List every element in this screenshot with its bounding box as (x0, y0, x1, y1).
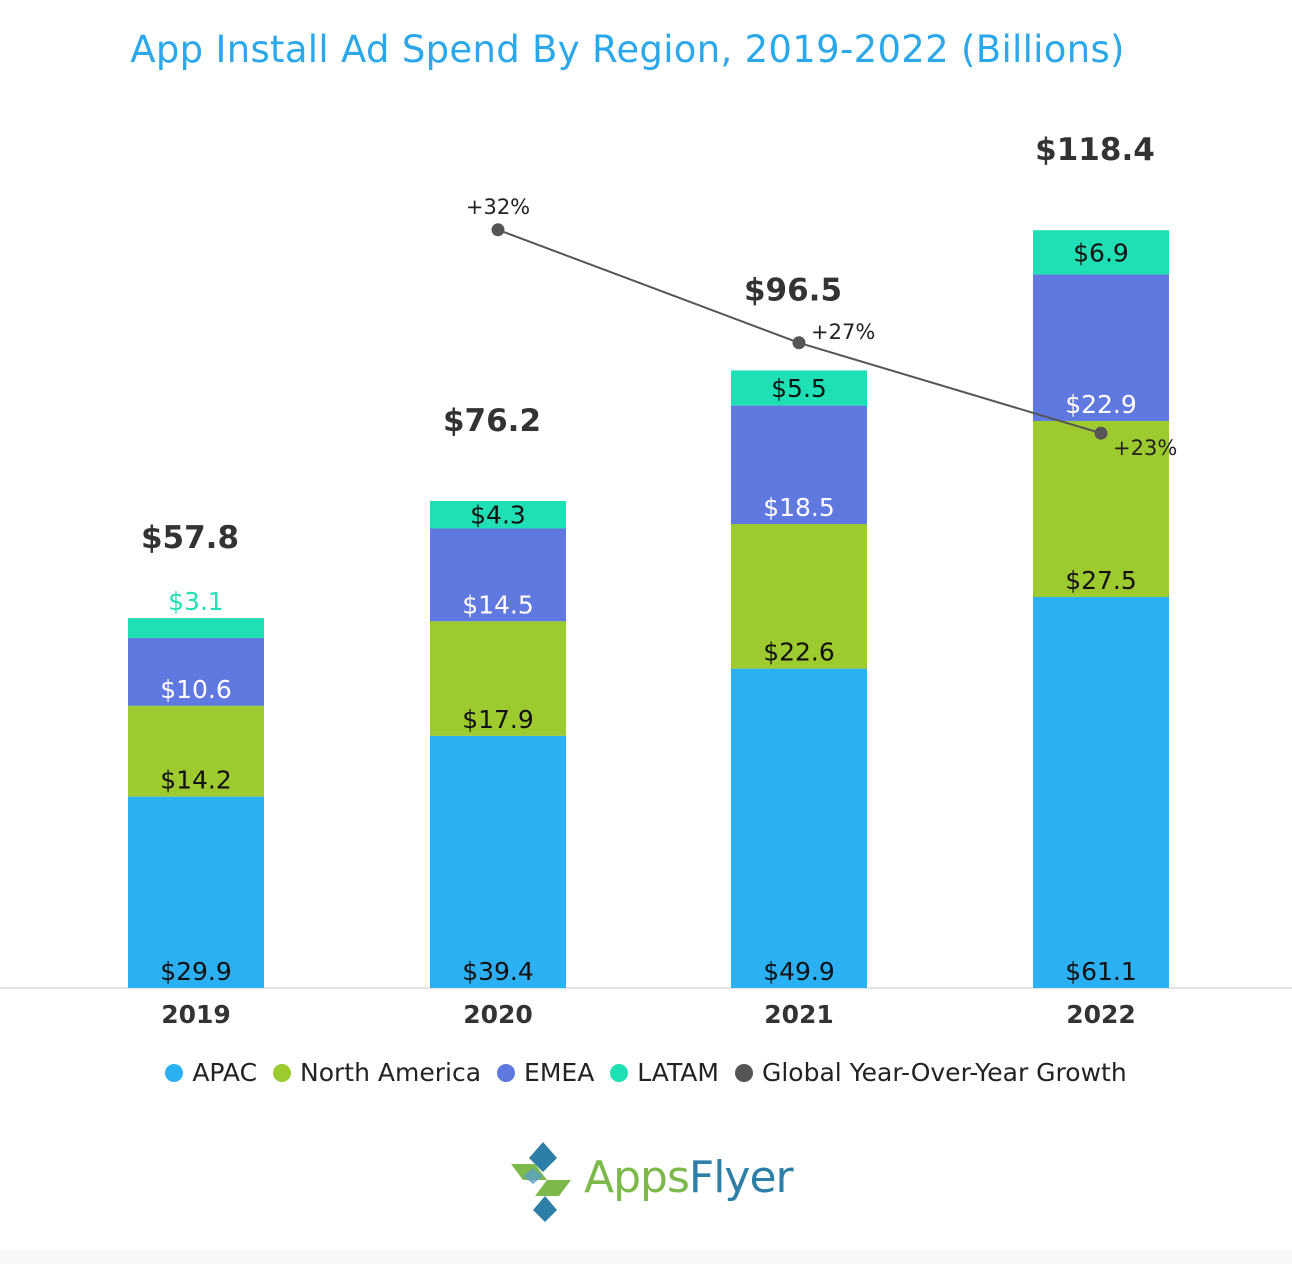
legend-item-apac: APAC (165, 1058, 257, 1087)
growth-line-layer (491, 223, 1108, 440)
value-label-latam-2022: $6.9 (1073, 238, 1129, 267)
bar-apac-2019 (128, 796, 264, 988)
legend-label-emea: EMEA (524, 1058, 595, 1087)
logo-text-apps: Apps (584, 1152, 690, 1203)
legend-swatch-apac (165, 1063, 184, 1082)
legend-swatch-global-year-over-year-growth (734, 1063, 753, 1082)
legend-swatch-north-america (273, 1063, 292, 1082)
value-label-north-america-2021: $22.6 (763, 638, 835, 667)
bar-latam-2019 (128, 618, 264, 638)
bar-north-america-2020 (430, 621, 566, 736)
bar-north-america-2021 (731, 524, 867, 669)
labels-layer: $29.9 $14.2 $10.6 $3.1 $57.8 2019 $39.4 $17.9 $1… (141, 132, 1177, 1029)
growth-label-2021: +27% (811, 320, 875, 344)
value-label-emea-2022: $22.9 (1065, 390, 1137, 419)
growth-point-2021 (792, 336, 806, 350)
bar-apac-2022 (1033, 596, 1169, 988)
value-label-apac-2021: $49.9 (763, 957, 835, 986)
footer-strip (0, 1250, 1292, 1264)
bar-apac-2021 (731, 668, 867, 988)
value-label-latam-2020: $4.3 (470, 500, 526, 529)
bar-emea-2022 (1033, 274, 1169, 421)
bar-north-america-2019 (128, 705, 264, 797)
legend: APAC North America EMEA LATAM Global Year-Ov… (0, 1058, 1292, 1087)
bar-north-america-2022 (1033, 420, 1169, 597)
bar-latam-2021 (731, 370, 867, 406)
legend-label-latam: LATAM (637, 1058, 719, 1087)
value-label-emea-2020: $14.5 (462, 590, 534, 619)
total-label-2022: $118.4 (1035, 132, 1155, 168)
x-tick-label-2022: 2022 (1066, 1000, 1136, 1029)
bar-emea-2021 (731, 405, 867, 524)
bar-emea-2019 (128, 637, 264, 706)
bar-emea-2020 (430, 528, 566, 622)
growth-label-2022: +23% (1113, 436, 1177, 460)
x-tick-label-2021: 2021 (764, 1000, 834, 1029)
value-label-apac-2020: $39.4 (462, 957, 534, 986)
legend-swatch-emea (497, 1063, 516, 1082)
value-label-north-america-2020: $17.9 (462, 705, 534, 734)
legend-item-emea: EMEA (497, 1058, 594, 1087)
appsflyer-logo: AppsFlyer (505, 1138, 805, 1228)
legend-label-north-america: North America (300, 1058, 482, 1087)
value-label-apac-2019: $29.9 (160, 957, 232, 986)
growth-point-2020 (491, 223, 505, 237)
total-label-2019: $57.8 (141, 520, 239, 556)
appsflyer-logo-icon (511, 1142, 571, 1222)
legend-item-global-year-over-year-growth: Global Year-Over-Year Growth (734, 1058, 1127, 1087)
bar-apac-2020 (430, 735, 566, 988)
value-label-apac-2022: $61.1 (1065, 957, 1137, 986)
value-label-emea-2019: $10.6 (160, 675, 232, 704)
value-label-north-america-2019: $14.2 (160, 766, 232, 795)
logo-text: AppsFlyer (584, 1152, 794, 1203)
value-label-latam-2021: $5.5 (771, 374, 827, 403)
legend-label-apac: APAC (192, 1058, 258, 1087)
bar-latam-2022 (1033, 230, 1169, 275)
chart-title: App Install Ad Spend By Region, 2019-202… (130, 28, 1125, 71)
growth-label-2020: +32% (466, 195, 530, 219)
value-label-north-america-2022: $27.5 (1065, 566, 1137, 595)
x-tick-label-2019: 2019 (161, 1000, 231, 1029)
legend-item-latam: LATAM (610, 1058, 719, 1087)
bar-latam-2020 (430, 500, 566, 529)
bars-layer (128, 230, 1169, 988)
legend-item-north-america: North America (273, 1058, 481, 1087)
x-tick-label-2020: 2020 (463, 1000, 533, 1029)
value-label-emea-2021: $18.5 (763, 493, 835, 522)
growth-point-2022 (1094, 426, 1108, 440)
value-label-latam-2019: $3.1 (168, 587, 224, 616)
total-label-2021: $96.5 (744, 272, 842, 308)
legend-label-global-year-over-year-growth: Global Year-Over-Year Growth (761, 1058, 1127, 1087)
total-label-2020: $76.2 (443, 403, 541, 439)
legend-swatch-latam (610, 1063, 629, 1082)
logo-text-flyer: Flyer (688, 1152, 794, 1203)
